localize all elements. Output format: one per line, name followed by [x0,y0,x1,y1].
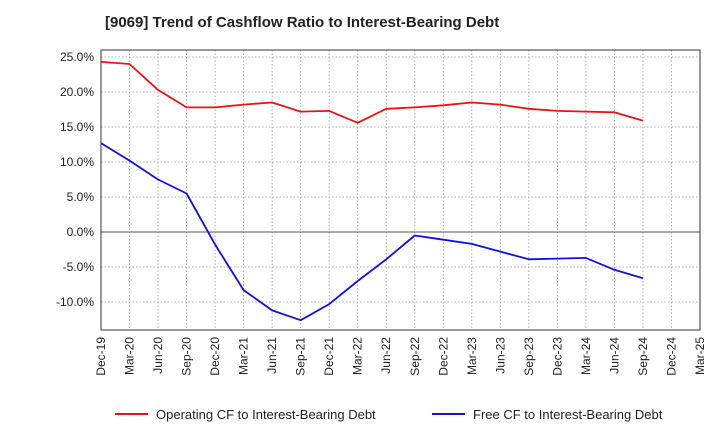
y-tick-label: 10.0% [60,155,94,169]
series-line-2 [100,142,644,322]
y-tick-label: 15.0% [60,120,94,134]
x-tick-label: Jun-23 [493,337,507,374]
x-tick-label: Sep-23 [522,337,536,376]
x-tick-label: Dec-19 [94,337,108,376]
y-tick-label: 20.0% [60,85,94,99]
y-tick-label: 5.0% [67,190,95,204]
y-tick-label: -5.0% [63,260,95,274]
x-tick-label: Jun-21 [265,337,279,374]
x-tick-label: Jun-24 [607,337,621,374]
x-tick-label: Dec-24 [664,337,678,376]
x-tick-label: Mar-22 [351,337,365,375]
x-tick-label: Mar-23 [465,337,479,375]
y-tick-label: 25.0% [60,50,94,64]
y-tick-label: -10.0% [56,295,94,309]
plot-border [100,49,701,331]
x-tick-label: Dec-22 [436,337,450,376]
x-tick-label: Mar-21 [237,337,251,375]
y-tick-label: 0.0% [67,225,95,239]
x-tick-label: Mar-20 [123,337,137,375]
x-tick-label: Dec-21 [322,337,336,376]
series-lines [100,61,644,322]
x-tick-label: Sep-22 [408,337,422,376]
series-line-1 [100,61,644,124]
x-tick-label: Jun-22 [379,337,393,374]
x-tick-label: Mar-24 [579,337,593,375]
x-tick-label: Sep-24 [636,337,650,376]
x-tick-label: Dec-20 [208,337,222,376]
legend: Operating CF to Interest-Bearing Debt Fre… [115,407,663,422]
x-tick-label: Sep-21 [294,337,308,376]
axes: 25.0% 20.0% 15.0% 10.0% 5.0% 0.0% -5.0% -10.0% D… [56,49,707,376]
chart-title: [9069] Trend of Cashflow Ratio to Intere… [105,14,500,31]
x-tick-label: Dec-23 [550,337,564,376]
x-tick-label: Mar-25 [693,337,707,375]
x-tick-label: Jun-20 [151,337,165,374]
legend-label: Free CF to Interest-Bearing Debt [473,407,663,422]
legend-label: Operating CF to Interest-Bearing Debt [156,407,376,422]
x-tick-label: Sep-20 [180,337,194,376]
grid [101,50,700,330]
